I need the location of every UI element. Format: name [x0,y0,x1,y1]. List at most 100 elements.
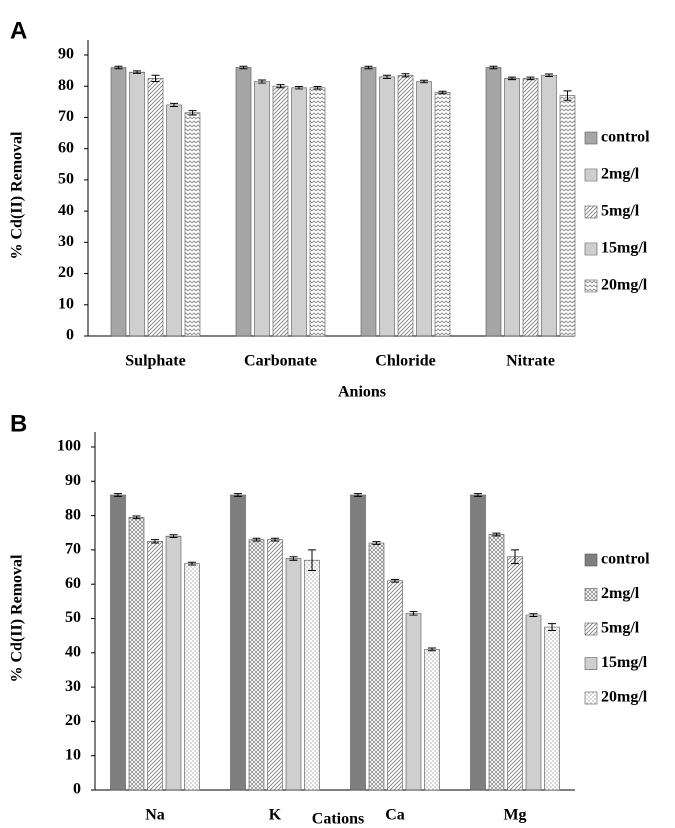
error-bar [428,647,436,652]
y-tick-label: 70 [65,541,81,558]
bar [424,649,440,791]
error-bar [308,549,316,571]
bar [128,517,145,791]
error-bar [188,561,196,566]
error-bar [489,65,498,70]
legend-swatch [584,657,598,670]
y-tick-label: 10 [65,746,81,763]
bar [291,87,307,337]
legend-swatch [584,279,598,293]
bar [248,539,265,791]
y-tick-label: 0 [66,327,74,344]
bar [166,104,182,337]
bar [110,67,127,337]
bar [304,559,320,791]
y-tick-label: 40 [58,202,74,219]
bar [267,539,283,791]
y-tick-label: 30 [65,678,81,695]
y-tick-label: 90 [65,472,81,489]
bar [129,71,145,337]
error-bar [354,493,362,497]
y-axis-label: % Cd(II) Removal [9,131,26,260]
y-tick-label: 60 [58,139,74,156]
y-tick-label: 50 [58,171,74,188]
bar [184,563,200,791]
y-tick-label: 90 [58,46,74,63]
error-bar [409,611,418,616]
error-bar [401,73,410,78]
error-bar [391,578,399,583]
legend-label: control [601,129,650,146]
legend-label: 5mg/l [601,203,640,220]
x-tick-label: K [269,807,282,824]
legend-swatch [584,691,598,705]
error-bar [289,556,298,561]
error-bar [170,102,178,108]
error-bar [271,537,279,542]
error-bar [114,65,123,70]
bar [387,580,403,791]
error-bar [252,537,261,542]
error-bar [239,65,248,70]
error-bar [420,79,428,84]
error-bar [548,623,556,632]
x-tick-label: Ca [385,807,405,824]
error-bar [526,76,535,81]
x-tick-label: Sulphate [125,353,185,370]
legend-label: 5mg/l [601,620,640,637]
bar [488,534,505,791]
error-bar [364,65,373,70]
bar [184,112,201,337]
bar [368,542,385,791]
x-tick-label: Nitrate [506,353,555,370]
error-bar [234,493,242,497]
bar [254,81,270,337]
error-bar [258,79,266,84]
y-tick-label: 60 [65,575,81,592]
y-tick-label: 80 [65,506,81,523]
panel-label: A [10,17,27,44]
bar [507,556,523,791]
error-bar [132,515,141,520]
bar [485,67,502,337]
error-bar [545,73,553,78]
bar [235,67,252,337]
y-tick-label: 100 [57,438,81,455]
y-tick-label: 80 [58,77,74,94]
error-bar [372,541,381,545]
bar [544,626,560,791]
x-tick-label: Carbonate [244,353,317,370]
legend-swatch [584,588,598,601]
bar [525,614,542,791]
error-bar [529,613,538,617]
bar [405,613,422,791]
legend-swatch [584,131,598,145]
bar [230,494,246,791]
bar [541,74,557,337]
bar [470,494,486,791]
legend-label: 15mg/l [601,654,648,671]
error-bar [133,70,141,74]
legend-label: 2mg/l [601,585,640,602]
error-bar [508,76,516,81]
x-axis-label: Cations [312,811,364,828]
legend-label: 20mg/l [601,689,648,706]
y-tick-label: 10 [58,295,74,312]
legend-swatch [584,242,598,256]
legend-label: 20mg/l [601,277,648,294]
bar [350,494,366,791]
y-tick-label: 0 [73,781,81,798]
bar [522,78,539,337]
legend-label: 2mg/l [601,166,640,183]
x-axis-label: Anions [338,384,386,401]
bar [147,78,164,337]
bar [434,92,451,337]
bar [504,78,520,337]
bar [416,81,432,337]
error-bar [169,534,178,539]
x-tick-label: Na [145,807,165,824]
y-tick-label: 20 [65,712,81,729]
bar [309,87,326,337]
y-tick-label: 70 [58,108,74,125]
